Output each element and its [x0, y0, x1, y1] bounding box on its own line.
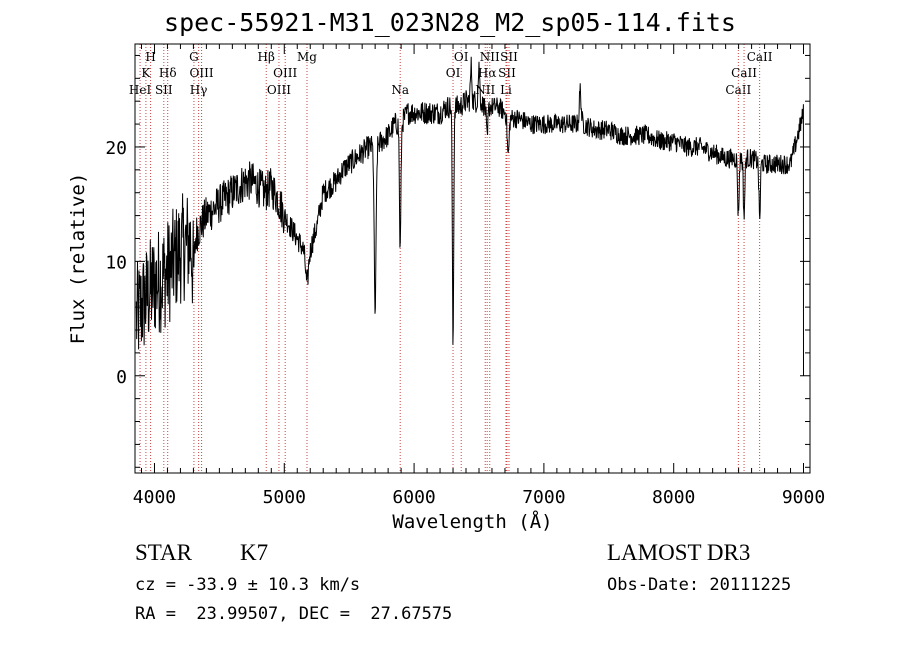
line-marker-label: SII	[500, 50, 518, 64]
line-marker-label: NII	[480, 50, 500, 64]
line-marker-label: K	[141, 66, 151, 80]
observation-date: Obs-Date: 20111225	[607, 575, 792, 595]
line-marker-label: Hγ	[190, 83, 208, 97]
x-axis-label: Wavelength (Å)	[392, 510, 552, 533]
line-marker-label: H	[145, 50, 155, 64]
coordinates: RA = 23.99507, DEC = 27.67575	[135, 604, 453, 624]
x-tick-label: 6000	[392, 487, 435, 508]
line-marker-label: Na	[391, 83, 409, 97]
chart-title: spec-55921-M31_023N28_M2_sp05-114.fits	[164, 8, 736, 37]
line-marker-label: Hα	[478, 66, 497, 80]
line-marker-label: G	[189, 50, 199, 64]
line-marker-label: OIII	[273, 66, 297, 80]
x-tick-label: 7000	[522, 487, 565, 508]
line-marker-label: SII	[498, 66, 516, 80]
line-marker-label: CaII	[747, 50, 773, 64]
x-tick-label: 4000	[133, 487, 176, 508]
axes: 4000 5000 6000 7000 8000 9000 0 10 20	[105, 44, 825, 508]
line-marker-label: CaII	[731, 66, 757, 80]
line-marker-label: OIII	[267, 83, 291, 97]
line-marker-label: OI	[454, 50, 469, 64]
line-marker-label: Hβ	[258, 50, 275, 64]
x-tick-label: 8000	[652, 487, 695, 508]
line-marker-label: OI	[446, 66, 461, 80]
line-markers: HeIKHSIIHδGHγOIIIHβOIIIOIIIMgNaOIOINIIHα…	[129, 44, 773, 473]
line-marker-label: CaII	[725, 83, 751, 97]
plot-frame	[134, 43, 811, 474]
y-tick-label: 20	[105, 138, 127, 159]
line-marker-label: SII	[155, 83, 173, 97]
object-subclass: K7	[240, 540, 269, 565]
object-class: STAR	[135, 540, 192, 565]
line-marker-label: Li	[500, 83, 512, 97]
line-marker-label: Hδ	[159, 66, 177, 80]
line-marker-label: OIII	[190, 66, 214, 80]
line-marker-label: HeI	[129, 83, 152, 97]
y-tick-label: 0	[116, 367, 127, 388]
survey-name: LAMOST DR3	[607, 540, 751, 565]
y-axis-label: Flux (relative)	[67, 173, 89, 345]
line-marker-label: Mg	[297, 50, 317, 64]
x-tick-label: 5000	[263, 487, 306, 508]
redshift-velocity: cz = -33.9 ± 10.3 km/s	[135, 575, 361, 595]
y-tick-label: 10	[105, 252, 127, 273]
spectrum-line	[135, 56, 804, 376]
x-tick-label: 9000	[782, 487, 825, 508]
